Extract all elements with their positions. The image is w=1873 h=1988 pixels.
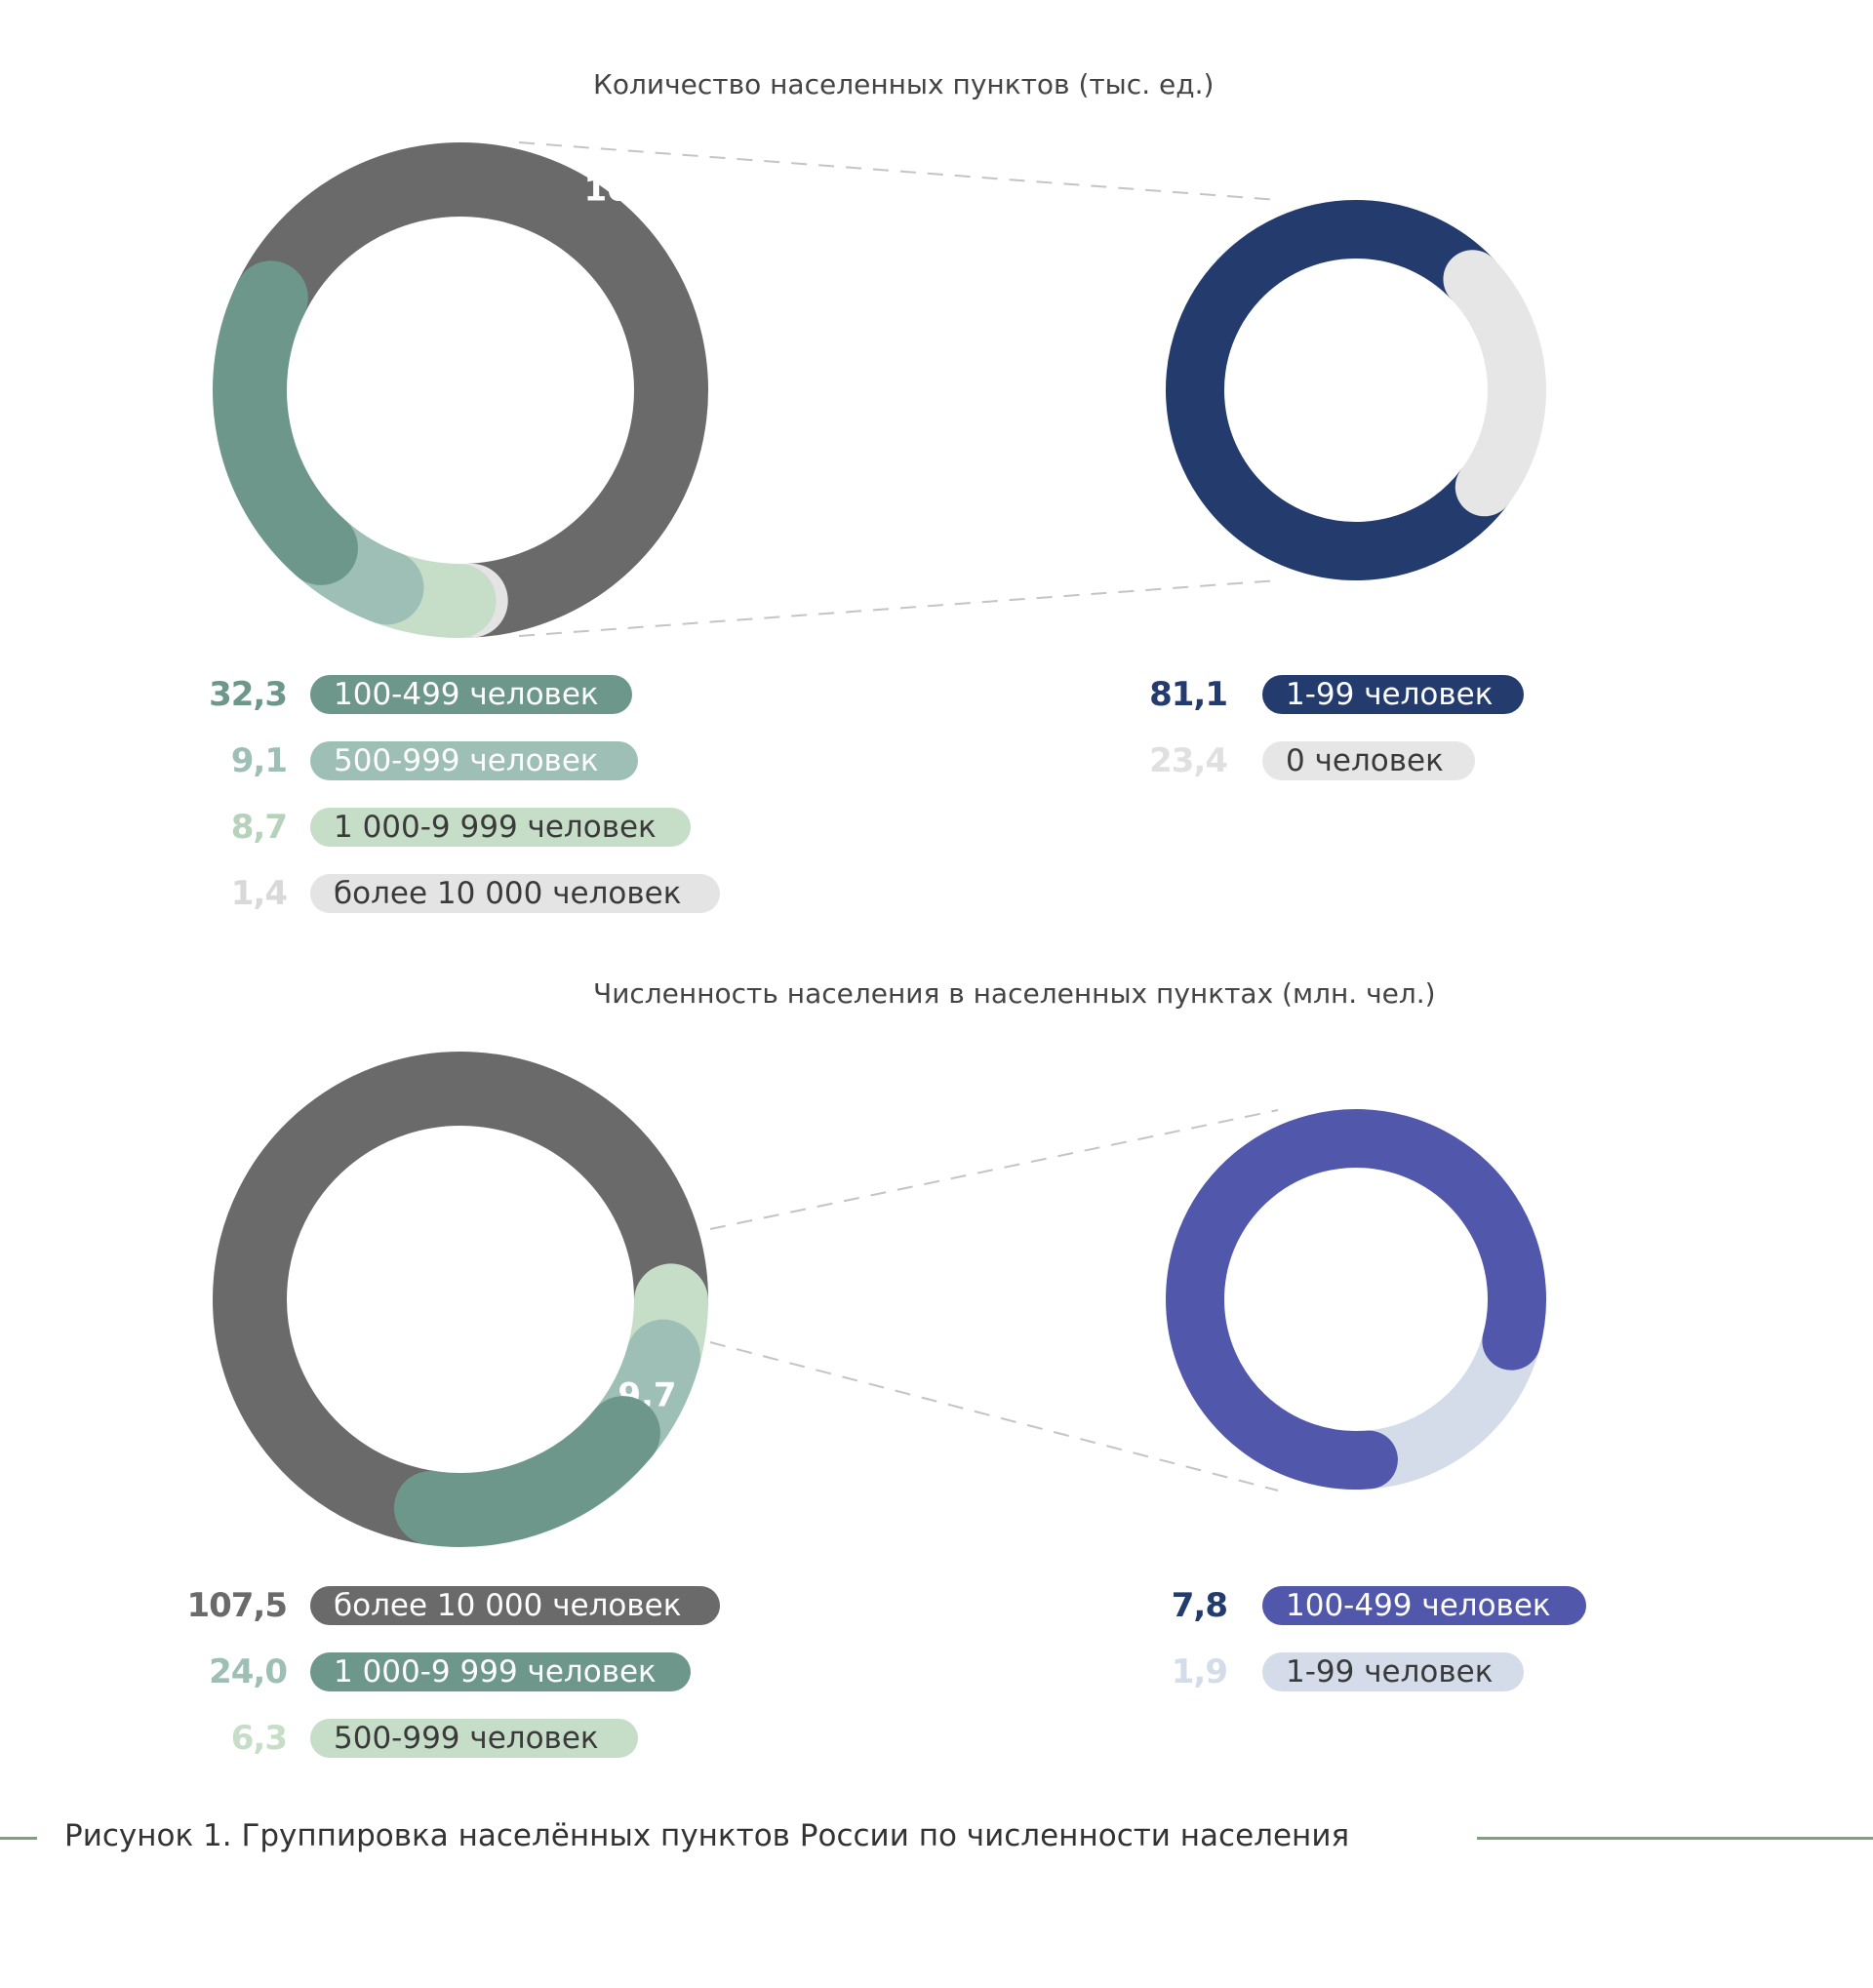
legend-label: 500-999 человек: [310, 741, 638, 780]
connector-line-1: [518, 579, 1279, 637]
connector-line-0: [518, 141, 1279, 201]
legend-label: 0 человек: [1262, 741, 1475, 780]
legend-label: 1-99 человек: [1262, 1652, 1524, 1691]
legend-value: 32,3: [209, 675, 288, 714]
legend-value: 7,8: [1171, 1586, 1228, 1625]
legend-value: 1,4: [230, 874, 288, 913]
legend-value: 81,1: [1149, 675, 1228, 714]
donut-0-slice-0: [213, 260, 358, 585]
top-chart-title: Количество населенных пунктов (тыс. ед.): [593, 68, 1215, 100]
legend-value: 1,9: [1171, 1652, 1228, 1691]
figure-caption: Рисунок 1. Группировка населённых пункто…: [0, 1810, 1873, 1869]
donut-2-slice-1: [393, 1396, 660, 1547]
donut-0-label: 104,5: [584, 171, 690, 210]
legend-value: 8,7: [230, 808, 288, 847]
caption-line-left: [0, 1837, 37, 1840]
legend-value: 24,0: [209, 1652, 288, 1691]
legend-value: 6,3: [230, 1719, 288, 1758]
donut-2-slice-0: [213, 1052, 709, 1545]
legend-label: 500-999 человек: [310, 1719, 638, 1758]
legend-label: более 10 000 человек: [310, 874, 720, 913]
legend-value: 9,1: [230, 741, 288, 780]
legend-value: 107,5: [186, 1586, 288, 1625]
legend-label: 1 000-9 999 человек: [310, 1652, 691, 1691]
legend-label: 1-99 человек: [1262, 675, 1524, 714]
donut-3-slice-0: [1166, 1109, 1546, 1490]
legend-label: 1 000-9 999 человек: [310, 808, 691, 847]
donut-1-slice-1: [1443, 250, 1546, 517]
legend-label: 100-499 человек: [1262, 1586, 1586, 1625]
legend-label: 100-499 человек: [310, 675, 632, 714]
caption-text: Рисунок 1. Группировка населённых пункто…: [64, 1818, 1350, 1853]
legend-value: 23,4: [1149, 741, 1228, 780]
donut-0-slice-4: [233, 142, 708, 638]
caption-line-right: [1477, 1837, 1873, 1840]
connector-line-2: [709, 1109, 1279, 1230]
legend-label: более 10 000 человек: [310, 1586, 720, 1625]
donut-1-slice-0: [1166, 200, 1514, 580]
bottom-chart-title: Численность населения в населенных пункт…: [593, 977, 1436, 1010]
